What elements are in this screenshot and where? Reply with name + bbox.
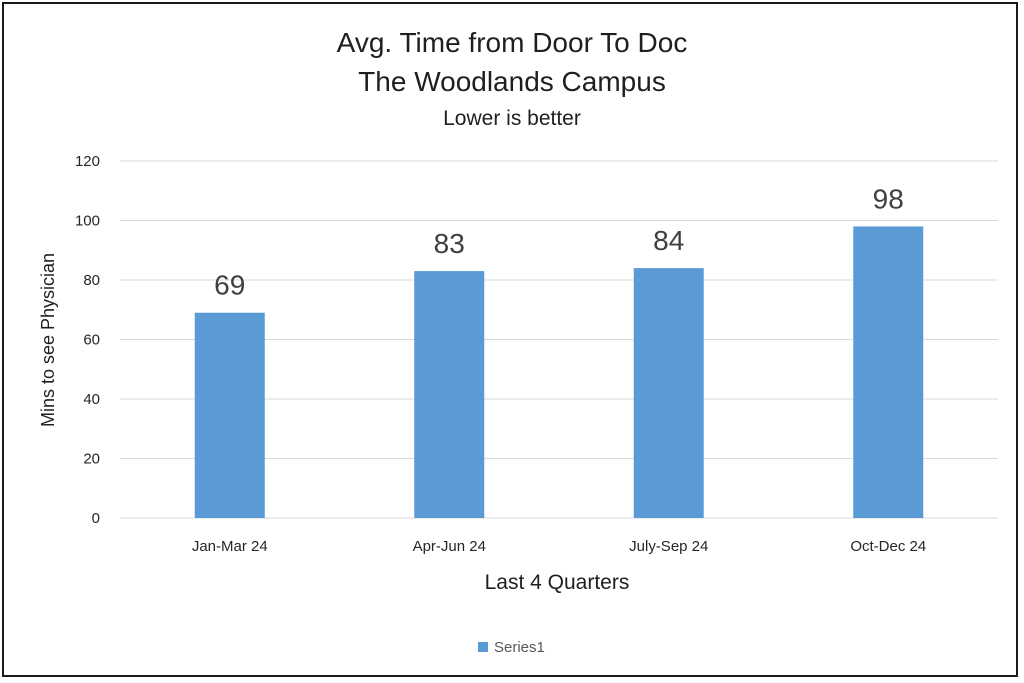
- data-label: 84: [653, 225, 684, 256]
- y-axis-title: Mins to see Physician: [38, 253, 58, 427]
- y-tick-label: 120: [75, 153, 100, 170]
- gridlines: [120, 160, 998, 519]
- x-tick-label: Oct-Dec 24: [850, 538, 926, 555]
- data-labels: 69 83 84 98: [214, 183, 904, 300]
- y-tick-label: 20: [83, 451, 100, 468]
- x-axis-ticks: Jan-Mar 24 Apr-Jun 24 July-Sep 24 Oct-Dec 2…: [192, 538, 926, 555]
- y-tick-label: 40: [83, 391, 100, 408]
- chart-title-line2: The Woodlands Campus: [358, 66, 666, 97]
- x-tick-label: Jan-Mar 24: [192, 538, 268, 555]
- data-label: 83: [434, 228, 465, 259]
- x-tick-label: July-Sep 24: [629, 538, 708, 555]
- y-tick-label: 80: [83, 272, 100, 289]
- legend: Series1: [478, 639, 545, 656]
- data-label: 98: [873, 183, 904, 214]
- y-axis-ticks: 0 20 40 60 80 100 120: [75, 153, 100, 527]
- legend-label: Series1: [494, 639, 545, 656]
- x-tick-label: Apr-Jun 24: [413, 538, 486, 555]
- legend-swatch: [478, 642, 488, 652]
- bar: [414, 271, 485, 518]
- x-axis-title: Last 4 Quarters: [485, 571, 630, 594]
- data-label: 69: [214, 270, 245, 301]
- y-tick-label: 60: [83, 332, 100, 349]
- chart-subtitle: Lower is better: [443, 107, 581, 130]
- y-tick-label: 100: [75, 213, 100, 230]
- bar: [853, 226, 924, 518]
- bar: [194, 312, 265, 518]
- y-tick-label: 0: [92, 510, 100, 527]
- bar: [633, 268, 704, 518]
- chart-title: Avg. Time from Door To Doc: [337, 27, 688, 58]
- bars: [194, 226, 924, 518]
